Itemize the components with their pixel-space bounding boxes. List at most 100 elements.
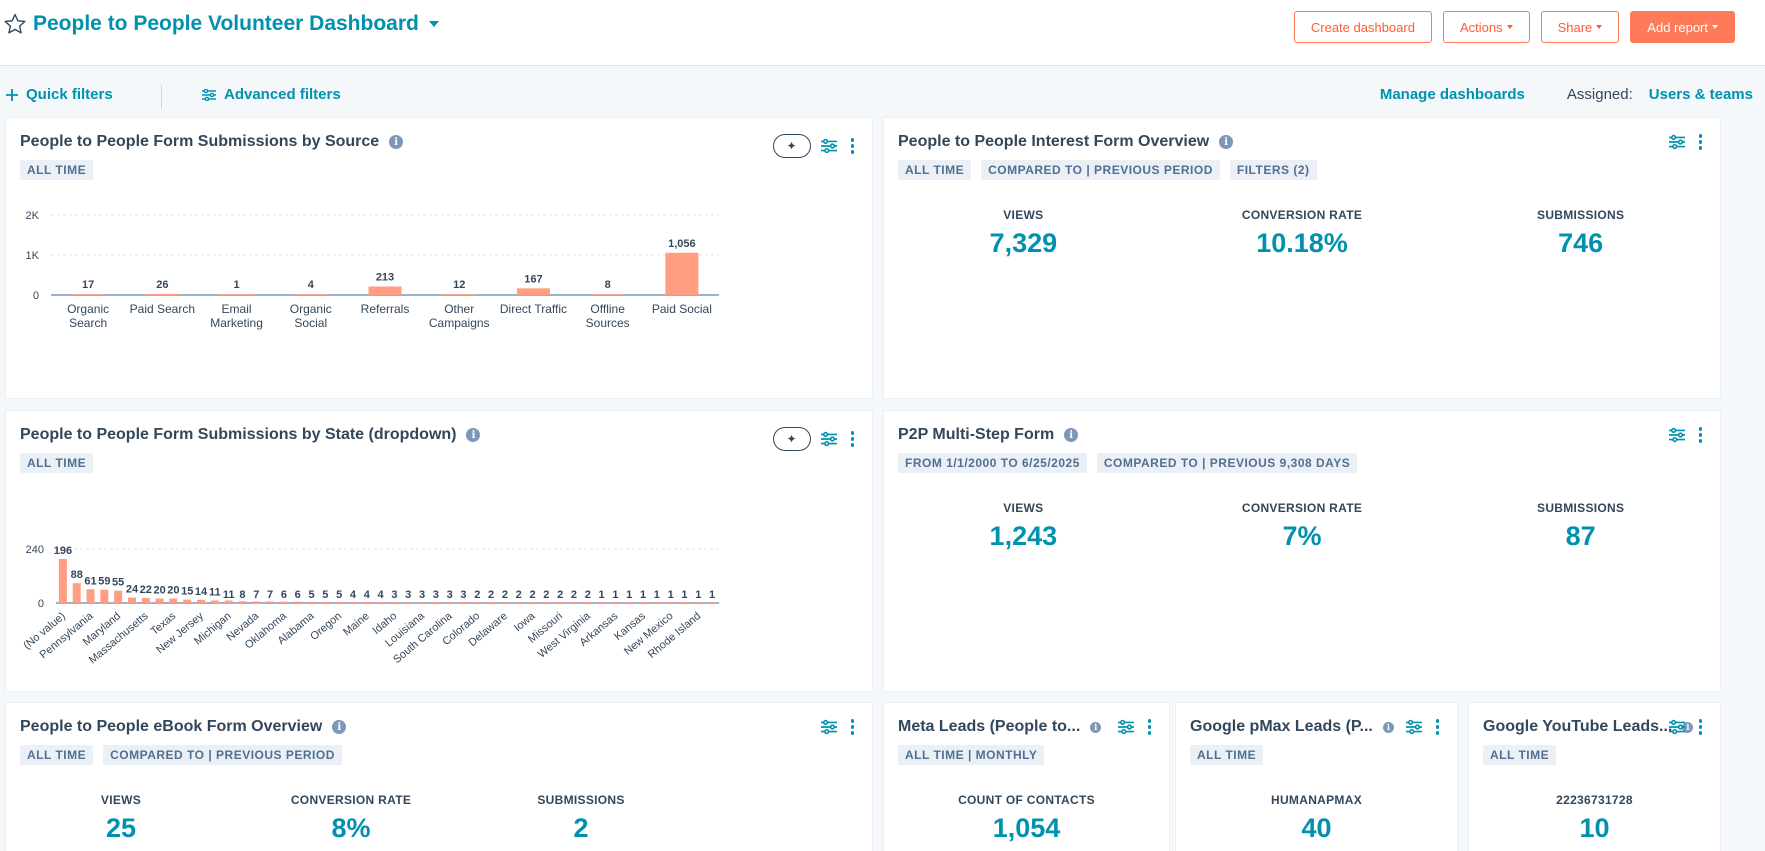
bar <box>362 602 371 603</box>
data-label: 59 <box>98 576 110 588</box>
bar <box>293 601 302 603</box>
info-icon[interactable]: i <box>332 720 347 734</box>
bar <box>665 252 699 295</box>
x-tick-label: Referrals <box>361 302 410 316</box>
y-tick-label: 240 <box>26 544 44 556</box>
bar <box>72 583 81 603</box>
assigned-label: Assigned: <box>1566 86 1633 103</box>
more-options-icon[interactable] <box>847 719 859 735</box>
info-icon[interactable]: i <box>389 135 404 149</box>
data-label: 11 <box>209 587 221 599</box>
report-card-meta-leads: Meta Leads (People to... i ALL TIME | MO… <box>883 702 1170 851</box>
kpi-row: COUNT OF CONTACTS 1,054 <box>884 793 1169 844</box>
kpi-value: 25 <box>105 813 137 843</box>
data-label: 2 <box>571 589 577 601</box>
more-options-icon[interactable] <box>1432 719 1444 735</box>
report-title-text[interactable]: P2P Multi-Step Form <box>898 426 1055 443</box>
date-range-tag: FROM 1/1/2000 TO 6/25/2025 <box>898 453 1087 473</box>
actions-button-label: Actions <box>1459 19 1503 35</box>
bar <box>473 602 482 603</box>
info-icon[interactable]: i <box>1090 721 1102 733</box>
more-options-icon[interactable] <box>1695 427 1707 443</box>
report-filter-icon[interactable] <box>1117 719 1134 735</box>
add-report-button[interactable]: Add report <box>1630 11 1735 43</box>
bar <box>100 589 109 603</box>
more-options-icon[interactable] <box>1695 719 1707 735</box>
dashboard-title[interactable]: People to People Volunteer Dashboard <box>33 12 419 35</box>
chevron-down-icon <box>1596 25 1603 29</box>
report-title-text[interactable]: Google pMax Leads (P... <box>1190 718 1373 735</box>
date-range-tag: ALL TIME <box>898 160 972 180</box>
kpi-value: 746 <box>1558 228 1604 258</box>
x-tick-label: Social <box>294 316 327 330</box>
report-filter-icon[interactable] <box>820 719 837 735</box>
report-card-interest-overview: People to People Interest Form Overview … <box>883 117 1721 399</box>
info-icon[interactable]: i <box>1219 135 1234 149</box>
report-title-text[interactable]: People to People Form Submissions by Sou… <box>20 133 380 150</box>
report-tools <box>1668 719 1707 735</box>
add-report-button-label: Add report <box>1647 19 1708 35</box>
data-label: 3 <box>433 589 439 601</box>
kpi-value: 1,054 <box>992 813 1061 843</box>
report-title: P2P Multi-Step Form i <box>898 426 1079 444</box>
data-label: 7 <box>253 589 259 601</box>
info-icon[interactable]: i <box>1682 721 1694 733</box>
data-label: 61 <box>84 575 96 587</box>
data-label: 8 <box>239 589 245 601</box>
sliders-icon <box>202 88 216 101</box>
kpi-submissions: SUBMISSIONS 746 <box>1441 208 1720 259</box>
assigned-users-teams-link[interactable]: Users & teams <box>1648 86 1753 103</box>
bar <box>459 602 468 603</box>
report-title-text[interactable]: People to People Interest Form Overview <box>898 133 1210 150</box>
manage-dashboards-link[interactable]: Manage dashboards <box>1379 86 1525 103</box>
create-dashboard-button[interactable]: Create dashboard <box>1293 11 1432 43</box>
bar <box>58 558 67 603</box>
more-options-icon[interactable] <box>847 431 859 447</box>
y-tick-label: 2K <box>26 210 40 222</box>
report-filter-icon[interactable] <box>820 431 837 447</box>
report-tags: ALL TIME <box>20 453 94 473</box>
quick-filters-button[interactable]: Quick filters <box>6 86 113 103</box>
x-tick-label: Other <box>444 302 474 316</box>
more-options-icon[interactable] <box>1695 134 1707 150</box>
kpi-label: SUBMISSIONS <box>1537 208 1625 222</box>
report-filter-icon[interactable] <box>820 138 837 154</box>
info-icon[interactable]: i <box>1382 721 1394 733</box>
ai-sparkle-button[interactable]: ✦ <box>772 427 811 451</box>
more-options-icon[interactable] <box>1144 719 1156 735</box>
report-title-text[interactable]: People to People Form Submissions by Sta… <box>20 426 457 443</box>
report-tools <box>1668 134 1707 150</box>
report-title-text[interactable]: Google YouTube Leads... <box>1483 718 1673 735</box>
actions-button[interactable]: Actions <box>1442 11 1530 43</box>
kpi-value: 8% <box>331 813 371 843</box>
favorite-star-icon[interactable] <box>3 12 27 36</box>
report-tools <box>1405 719 1444 735</box>
report-filter-icon[interactable] <box>1668 134 1685 150</box>
kpi-humanapmax: HUMANAPMAX 40 <box>1176 793 1457 844</box>
report-title-text[interactable]: Meta Leads (People to... <box>898 718 1081 735</box>
info-icon[interactable]: i <box>466 428 481 442</box>
bar <box>500 602 509 603</box>
data-label: 15 <box>181 586 193 598</box>
share-button[interactable]: Share <box>1540 11 1620 43</box>
bar <box>279 601 288 603</box>
info-icon[interactable]: i <box>1064 428 1079 442</box>
report-title-text[interactable]: People to People eBook Form Overview <box>20 718 323 735</box>
report-filter-icon[interactable] <box>1405 719 1422 735</box>
data-label: 5 <box>322 589 328 601</box>
kpi-submissions: SUBMISSIONS 87 <box>1441 501 1720 552</box>
kpi-label: SUBMISSIONS <box>537 793 625 807</box>
report-title: Meta Leads (People to... i <box>898 718 1102 736</box>
more-options-icon[interactable] <box>847 138 859 154</box>
report-filter-icon[interactable] <box>1668 719 1685 735</box>
ai-sparkle-button[interactable]: ✦ <box>772 134 811 158</box>
kpi-value: 2 <box>573 813 589 843</box>
advanced-filters-button[interactable]: Advanced filters <box>202 86 341 103</box>
x-tick-label: Search <box>69 316 107 330</box>
dashboard-switcher-caret-icon[interactable] <box>428 21 439 27</box>
data-label: 3 <box>460 589 466 601</box>
report-filter-icon[interactable] <box>1668 427 1685 443</box>
report-tags: ALL TIME <box>20 160 94 180</box>
bar <box>307 601 316 603</box>
